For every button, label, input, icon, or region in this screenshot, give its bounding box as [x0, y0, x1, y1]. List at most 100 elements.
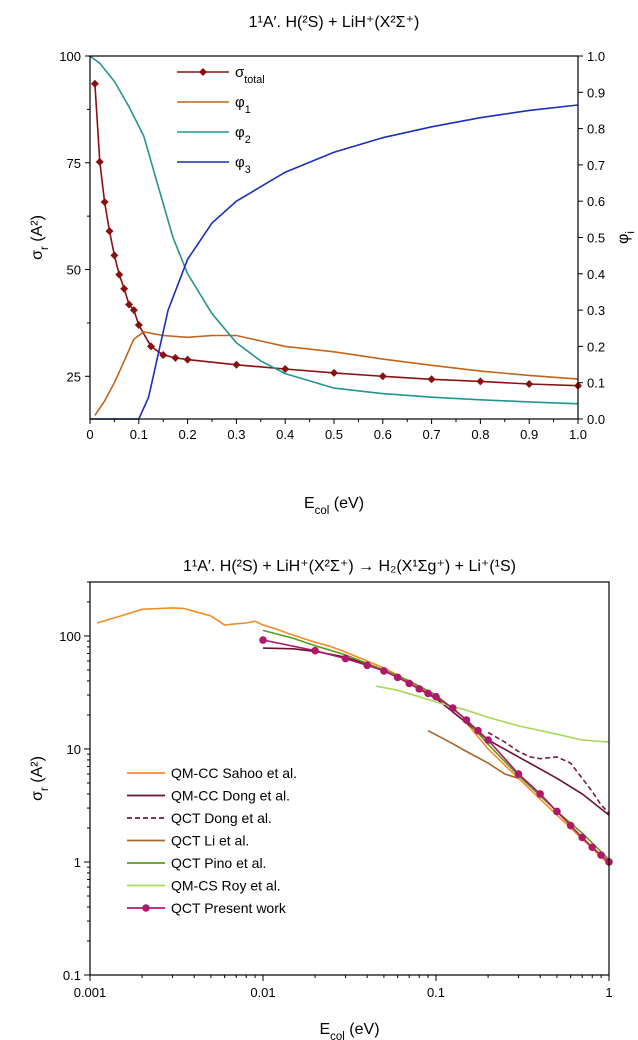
chart-2-series-7-line: [262, 639, 610, 863]
chart-1-legend-label: φ1: [235, 94, 251, 116]
chart-2-y-tick-label: 0.1: [63, 968, 81, 983]
chart-1-y2-tick-label: 0.5: [587, 231, 605, 246]
chart-1-series-1-point: [378, 372, 387, 381]
chart-1-series-2-line: [94, 331, 579, 416]
chart-1-y2-axis-label: φi: [615, 231, 637, 244]
chart-2-y-tick-label: 1: [74, 855, 81, 870]
chart-2-legend-label: QM-CS Roy et al.: [171, 878, 281, 894]
chart-1-x-tick-label: 0.8: [471, 427, 489, 442]
chart-1-x-tick-label: 0.4: [276, 427, 294, 442]
chart-2-series-7-point: [259, 636, 267, 644]
chart-1-series-4-line: [90, 104, 579, 420]
chart-2-frame: [89, 581, 610, 976]
chart-1-series-1-point: [330, 368, 338, 377]
chart-1-y2-tick-label: 0.2: [587, 339, 605, 354]
chart-2-series-6-line: [375, 685, 610, 743]
chart-1-x-tick-label: 0.9: [520, 427, 538, 442]
chart-1-series-1-point: [90, 79, 99, 88]
chart-1-series-1-point: [100, 198, 109, 207]
chart-1-series-1-point: [427, 375, 436, 384]
chart-1-y2-tick-label: 0.3: [587, 303, 605, 318]
chart-1-series-1-point: [105, 227, 114, 236]
chart-1-series-1-point: [115, 270, 124, 279]
chart-1-y2-tick-label: 0.9: [587, 85, 605, 100]
chart-2-title: 1¹A′. H(²S) + LiH⁺(X²Σ⁺) → H₂(X¹Σg⁺) + L…: [183, 558, 516, 575]
chart-1-y-tick-label: 75: [67, 156, 81, 171]
chart-1-y2-tick-label: 0.8: [587, 122, 605, 137]
chart-2-legend-label: QCT Pino et al.: [171, 855, 266, 871]
chart-2-series-7-point: [474, 726, 482, 735]
chart-2-series-7-point: [553, 807, 561, 816]
chart-2-legend-label: QCT Present work: [171, 900, 287, 916]
chart-1: 1¹A′. H(²S) + LiH⁺(X²Σ⁺) 0 0.1 0.2 0.3 0.4 0.5…: [29, 14, 637, 517]
chart-1-y-tick-label: 25: [67, 369, 81, 384]
chart-2-x-tick-label: 0.1: [427, 985, 445, 1000]
chart-1-x-tick-label: 0.6: [374, 427, 392, 442]
chart-1-legend-label: φ3: [235, 154, 251, 176]
chart-1-y-tick-label: 50: [67, 263, 81, 278]
chart-1-x-tick-label: 0.7: [423, 427, 441, 442]
chart-2-legend-label: QCT Li et al.: [171, 833, 249, 849]
chart-1-x-tick-label: 0.2: [179, 427, 197, 442]
chart-1-series-1-point: [125, 300, 134, 309]
chart-1-series-1-point: [120, 284, 129, 293]
chart-1-series-1-line: [94, 83, 579, 387]
chart-1-x-tick-label: 1.0: [569, 427, 587, 442]
chart-2-x-tick-label: 0.01: [250, 985, 275, 1000]
chart-2-series-7-point: [462, 716, 471, 724]
chart-2-x-tick-label: 0.001: [74, 985, 107, 1000]
chart-1-series-1-point: [183, 355, 192, 364]
chart-2-series-3-line: [487, 731, 610, 814]
chart-2-series-7-point: [536, 790, 544, 798]
chart-2-series-7-point: [380, 667, 388, 675]
chart-1-series-1-point: [281, 365, 290, 374]
chart-1-title: 1¹A′. H(²S) + LiH⁺(X²Σ⁺): [249, 14, 420, 31]
chart-2-legend-label: QM-CC Dong et al.: [171, 788, 290, 804]
chart-2-series-7-point: [597, 851, 605, 859]
chart-2-legend-label: QM-CC Sahoo et al.: [171, 765, 297, 781]
chart-1-series-1-point: [476, 377, 485, 386]
chart-1-y-axis-label: σr (A²): [29, 215, 51, 260]
chart-2-y-axis-label: σr (A²): [29, 756, 51, 801]
chart-1-x-tick-label: 0.3: [227, 427, 245, 442]
chart-2-legend-label: QCT Dong et al.: [171, 810, 272, 826]
chart-1-x-tick-label: 0.5: [325, 427, 343, 442]
chart-2-series-5-line: [262, 629, 610, 861]
chart-2-series-7-point: [514, 770, 523, 778]
chart-2-series-7-point: [363, 661, 371, 670]
chart-1-y2-tick-label: 1.0: [587, 49, 605, 64]
chart-2-series-4-line: [427, 729, 519, 780]
chart-1-x-tick-label: 0.1: [130, 427, 148, 442]
chart-1-legend-label: σtotal: [235, 64, 265, 86]
chart-2-series-7-point: [566, 821, 575, 830]
chart-1-y2-tick-label: 0.6: [587, 194, 605, 209]
chart-2-series-7-point: [448, 704, 457, 712]
chart-2-x-axis-label: Ecol (eV): [319, 1021, 379, 1040]
chart-1-legend-marker: [199, 68, 207, 76]
chart-1-y2-tick-label: 0.0: [587, 412, 605, 427]
chart-2-series-7-point: [424, 689, 432, 698]
chart-2-y-tick-label: 10: [67, 742, 81, 757]
chart-1-series-1-point: [147, 342, 155, 351]
chart-1-x-axis-label: Ecol (eV): [304, 495, 364, 517]
chart-1-y2-tick-label: 0.7: [587, 158, 605, 173]
chart-1-y-tick-label: 100: [59, 49, 81, 64]
chart-2-series-7-point: [341, 654, 350, 663]
chart-1-series-3-line: [89, 55, 579, 405]
chart-2-series-7-point: [393, 673, 402, 682]
chart-2-legend-marker: [142, 904, 150, 912]
chart-2-y-tick-label: 100: [59, 629, 81, 644]
chart-2-series-7-point: [578, 833, 587, 842]
chart-1-series-1-point: [159, 350, 168, 359]
chart-2-series-7-point: [432, 692, 440, 701]
chart-1-series-1-point: [129, 306, 138, 315]
chart-1-y2-tick-label: 0.1: [587, 376, 605, 391]
chart-1-series-1-point: [110, 251, 119, 260]
chart-2-series-7-point: [405, 679, 414, 688]
chart-2-x-tick-label: 1: [605, 985, 612, 1000]
chart-1-x-tick-label: 0: [86, 427, 93, 442]
chart-2-series-7-point: [311, 646, 319, 655]
chart-1-series-1-point: [95, 157, 104, 166]
chart-1-series-1-point: [525, 379, 534, 388]
